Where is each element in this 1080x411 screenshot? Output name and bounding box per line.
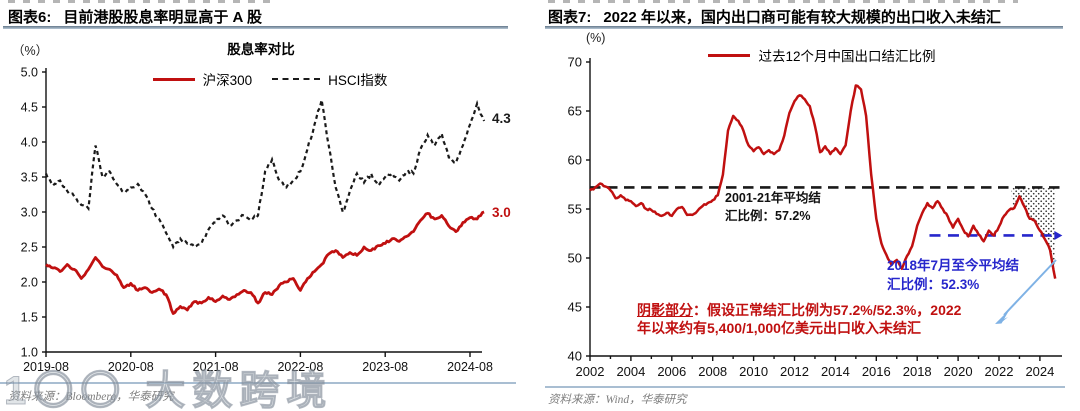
annotation-line: 2001-21年平均结 bbox=[725, 191, 821, 205]
svg-text:2020: 2020 bbox=[944, 364, 973, 379]
csi300-end-value: 3.0 bbox=[492, 205, 511, 220]
svg-text:2010: 2010 bbox=[739, 364, 768, 379]
svg-text:45: 45 bbox=[568, 300, 582, 315]
svg-text:40: 40 bbox=[568, 349, 582, 364]
hsci-end-value: 4.3 bbox=[492, 111, 511, 126]
svg-text:2014: 2014 bbox=[821, 364, 850, 379]
legend-item-settlement-ratio: 过去12个月中国出口结汇比例 bbox=[708, 45, 936, 65]
header-divider bbox=[3, 26, 508, 29]
annotation-average-2018: 2018年7月至今平均结 汇比例：52.3% bbox=[887, 257, 1019, 295]
y-axis-unit: （%） bbox=[12, 44, 49, 58]
figure7-panel: 图表7: 2022 年以来，国内出口商可能有较大规模的出口收入未结汇 (%) 过去… bbox=[540, 0, 1080, 411]
svg-text:50: 50 bbox=[568, 251, 582, 266]
axes bbox=[586, 58, 1062, 361]
hsci-line-swatch bbox=[272, 78, 321, 80]
svg-text:2006: 2006 bbox=[657, 364, 686, 379]
legend-label-hsci: HSCI指数 bbox=[328, 73, 388, 88]
y-axis-unit: (%) bbox=[586, 31, 606, 45]
annotation-line: 年以来约有5,400/1,000亿美元出口收入未结汇 bbox=[637, 320, 921, 337]
settlement-ratio-line-swatch bbox=[708, 53, 751, 57]
svg-text:60: 60 bbox=[568, 153, 582, 168]
svg-text:55: 55 bbox=[568, 202, 582, 217]
legend: 过去12个月中国出口结汇比例 bbox=[540, 45, 1080, 65]
csi300-series-line bbox=[45, 210, 485, 315]
hsci-series-line bbox=[44, 99, 486, 250]
svg-text:2024-08: 2024-08 bbox=[447, 360, 493, 374]
source-line: 资料来源：Bloomberg，华泰研究 bbox=[8, 391, 174, 403]
legend-item-hsci: HSCI指数 bbox=[272, 69, 387, 89]
average-2018-line-arrowhead bbox=[1054, 230, 1063, 240]
source-divider bbox=[545, 386, 1065, 388]
svg-text:3.0: 3.0 bbox=[21, 206, 38, 220]
svg-text:1.0: 1.0 bbox=[21, 346, 38, 360]
svg-text:2016: 2016 bbox=[862, 364, 891, 379]
figure7-title: 2022 年以来，国内出口商可能有较大规模的出口收入未结汇 bbox=[603, 9, 1001, 26]
figure7-header: 图表7: 2022 年以来，国内出口商可能有较大规模的出口收入未结汇 bbox=[548, 6, 1001, 27]
svg-text:2008: 2008 bbox=[698, 364, 727, 379]
figure6-header: 图表6: 目前港股股息率明显高于 A 股 bbox=[8, 6, 262, 27]
figure6-title: 目前港股股息率明显高于 A 股 bbox=[63, 9, 262, 26]
cropped-text-remnant bbox=[548, 0, 1018, 3]
svg-text:2020-08: 2020-08 bbox=[108, 360, 154, 374]
svg-text:2012: 2012 bbox=[780, 364, 809, 379]
figure7-label: 图表7: bbox=[548, 9, 592, 26]
svg-text:2021-08: 2021-08 bbox=[193, 360, 239, 374]
svg-text:2018: 2018 bbox=[903, 364, 932, 379]
svg-text:2022: 2022 bbox=[985, 364, 1014, 379]
svg-text:3.5: 3.5 bbox=[21, 171, 38, 185]
figure6-panel: 图表6: 目前港股股息率明显高于 A 股 （%） 股息率对比 沪深300 HSCI… bbox=[0, 0, 540, 411]
svg-text:65: 65 bbox=[568, 104, 582, 119]
cropped-text-remnant bbox=[8, 0, 270, 3]
annotation-line: 2018年7月至今平均结 bbox=[887, 258, 1020, 273]
legend-label-settlement-ratio: 过去12个月中国出口结汇比例 bbox=[758, 49, 936, 64]
svg-text:70: 70 bbox=[568, 55, 582, 70]
shaded-note-rest: ：假设正常结汇比例为57.2%/52.3%，2022 bbox=[693, 302, 962, 318]
svg-text:2019-08: 2019-08 bbox=[23, 360, 69, 374]
legend-item-csi300: 沪深300 bbox=[152, 69, 253, 89]
svg-text:4.0: 4.0 bbox=[21, 136, 38, 150]
svg-text:1.5: 1.5 bbox=[21, 311, 38, 325]
svg-text:2002: 2002 bbox=[576, 364, 605, 379]
axes bbox=[42, 68, 482, 357]
svg-text:2024: 2024 bbox=[1025, 364, 1054, 379]
export-settlement-plot: 40 45 50 55 60 65 70 2002 2004 2006 2008 2010 2012 20… bbox=[568, 55, 1063, 379]
legend: 沪深300 HSCI指数 bbox=[0, 69, 540, 89]
legend-label-csi300: 沪深300 bbox=[202, 73, 253, 88]
annotation-line: 阴影部分：假设正常结汇比例为57.2%/52.3%，2022 bbox=[637, 301, 961, 319]
csi300-line-swatch bbox=[152, 77, 195, 81]
unsettled-fx-shaded-region bbox=[1011, 187, 1056, 279]
chart-title: 股息率对比 bbox=[227, 42, 295, 57]
svg-text:4.5: 4.5 bbox=[21, 101, 38, 115]
shaded-note-term: 阴影部分 bbox=[637, 302, 693, 318]
svg-text:2022-08: 2022-08 bbox=[277, 360, 323, 374]
dividend-yield-plot: 1.0 1.5 2.0 2.5 3.0 3.5 4.0 4.5 5.0 2019-08 2020-0… bbox=[21, 66, 493, 375]
source-line: 资料来源：Wind，华泰研究 bbox=[548, 394, 687, 406]
annotation-line: 汇比例：57.2% bbox=[725, 209, 811, 224]
source-divider bbox=[0, 382, 516, 384]
svg-text:2023-08: 2023-08 bbox=[362, 360, 408, 374]
pointer-arrow bbox=[995, 259, 1057, 324]
svg-text:2004: 2004 bbox=[616, 364, 645, 379]
figure6-label: 图表6: bbox=[8, 9, 52, 26]
annotation-average-2001-21: 2001-21年平均结 汇比例：57.2% bbox=[725, 189, 821, 225]
svg-text:2.0: 2.0 bbox=[21, 276, 38, 290]
header-divider bbox=[545, 26, 1063, 29]
annotation-line: 汇比例：52.3% bbox=[887, 276, 980, 292]
settlement-ratio-series-line bbox=[589, 84, 1057, 279]
svg-text:5.0: 5.0 bbox=[21, 66, 38, 80]
svg-text:2.5: 2.5 bbox=[21, 241, 38, 255]
annotation-shaded-note: 阴影部分：假设正常结汇比例为57.2%/52.3%，2022 年以来约有5,40… bbox=[637, 301, 961, 337]
